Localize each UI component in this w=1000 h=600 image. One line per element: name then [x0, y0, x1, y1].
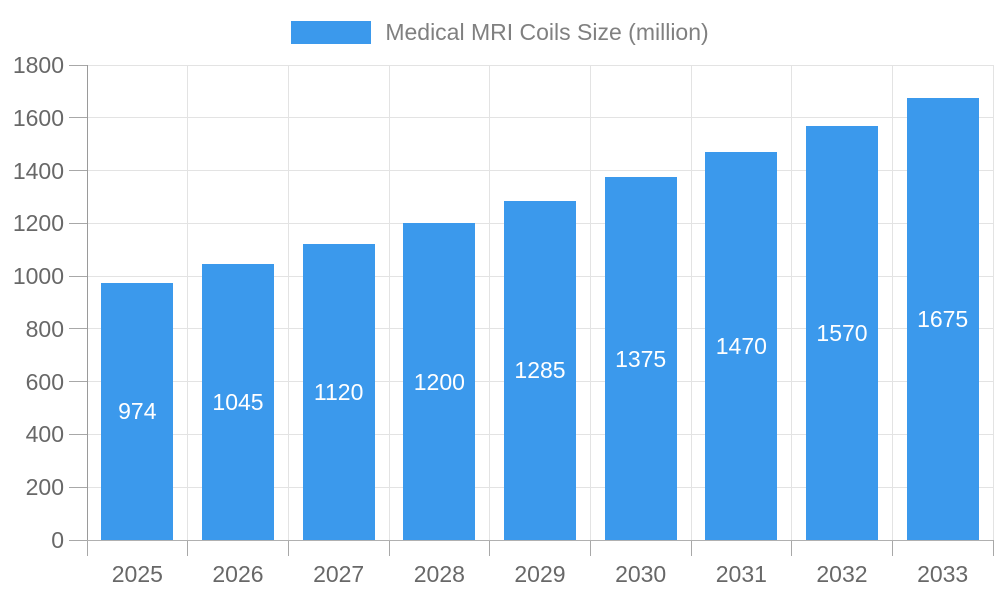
gridline-vertical	[690, 65, 692, 540]
y-tick-label: 600	[25, 368, 64, 395]
gridline-vertical	[187, 65, 189, 540]
bar[interactable]	[403, 223, 476, 540]
y-tick-mark	[69, 539, 87, 541]
x-tick-mark	[992, 540, 994, 556]
y-tick-mark	[69, 486, 87, 488]
bar[interactable]	[202, 264, 274, 540]
y-tick-label: 1200	[12, 210, 64, 237]
gridline-vertical	[388, 65, 390, 540]
x-tick-mark	[287, 540, 289, 556]
x-tick-mark	[690, 540, 692, 556]
x-tick-mark	[489, 540, 491, 556]
legend-swatch	[291, 21, 372, 44]
y-axis-line	[86, 65, 88, 540]
x-tick-label: 2033	[917, 561, 969, 587]
x-tick-label: 2026	[212, 561, 264, 587]
y-tick-label: 1000	[12, 263, 64, 290]
chart-legend[interactable]: Medical MRI Coils Size (million)	[0, 19, 1000, 46]
y-tick-label: 0	[51, 527, 64, 553]
y-tick-label: 1400	[12, 157, 64, 184]
bar[interactable]	[604, 177, 677, 540]
gridline-horizontal	[87, 64, 993, 66]
bar[interactable]	[302, 244, 375, 540]
x-tick-label: 2032	[816, 561, 868, 587]
bar[interactable]	[504, 200, 576, 540]
gridline-vertical	[489, 65, 491, 540]
y-tick-label: 1600	[12, 104, 64, 131]
y-tick-mark	[69, 170, 87, 172]
y-tick-label: 200	[25, 474, 64, 501]
gridline-vertical	[287, 65, 289, 540]
bar[interactable]	[906, 97, 979, 540]
bar[interactable]	[806, 125, 878, 540]
y-tick-mark	[69, 222, 87, 224]
x-tick-mark	[791, 540, 793, 556]
y-tick-mark	[69, 328, 87, 330]
x-tick-label: 2029	[514, 561, 566, 587]
gridline-vertical	[891, 65, 893, 540]
gridline-vertical	[992, 65, 994, 540]
bar[interactable]	[705, 152, 778, 540]
y-tick-mark	[69, 117, 87, 119]
legend-label: Medical MRI Coils Size (million)	[385, 19, 709, 45]
y-tick-mark	[69, 275, 87, 277]
x-tick-label: 2031	[715, 561, 767, 587]
gridline-horizontal	[87, 117, 993, 119]
y-tick-label: 400	[25, 421, 64, 448]
y-tick-mark	[69, 433, 87, 435]
y-tick-mark	[69, 64, 87, 66]
x-tick-mark	[589, 540, 591, 556]
x-tick-label: 2027	[313, 561, 365, 587]
x-tick-mark	[891, 540, 893, 556]
y-tick-label: 800	[25, 315, 64, 342]
x-tick-label: 2025	[111, 561, 163, 587]
x-tick-mark	[86, 540, 88, 556]
bar[interactable]	[101, 282, 174, 540]
y-tick-mark	[69, 381, 87, 383]
x-tick-label: 2030	[615, 561, 667, 587]
x-tick-label: 2028	[413, 561, 465, 587]
y-tick-label: 1800	[12, 52, 64, 78]
gridline-vertical	[791, 65, 793, 540]
x-tick-mark	[388, 540, 390, 556]
gridline-vertical	[589, 65, 591, 540]
x-tick-mark	[187, 540, 189, 556]
